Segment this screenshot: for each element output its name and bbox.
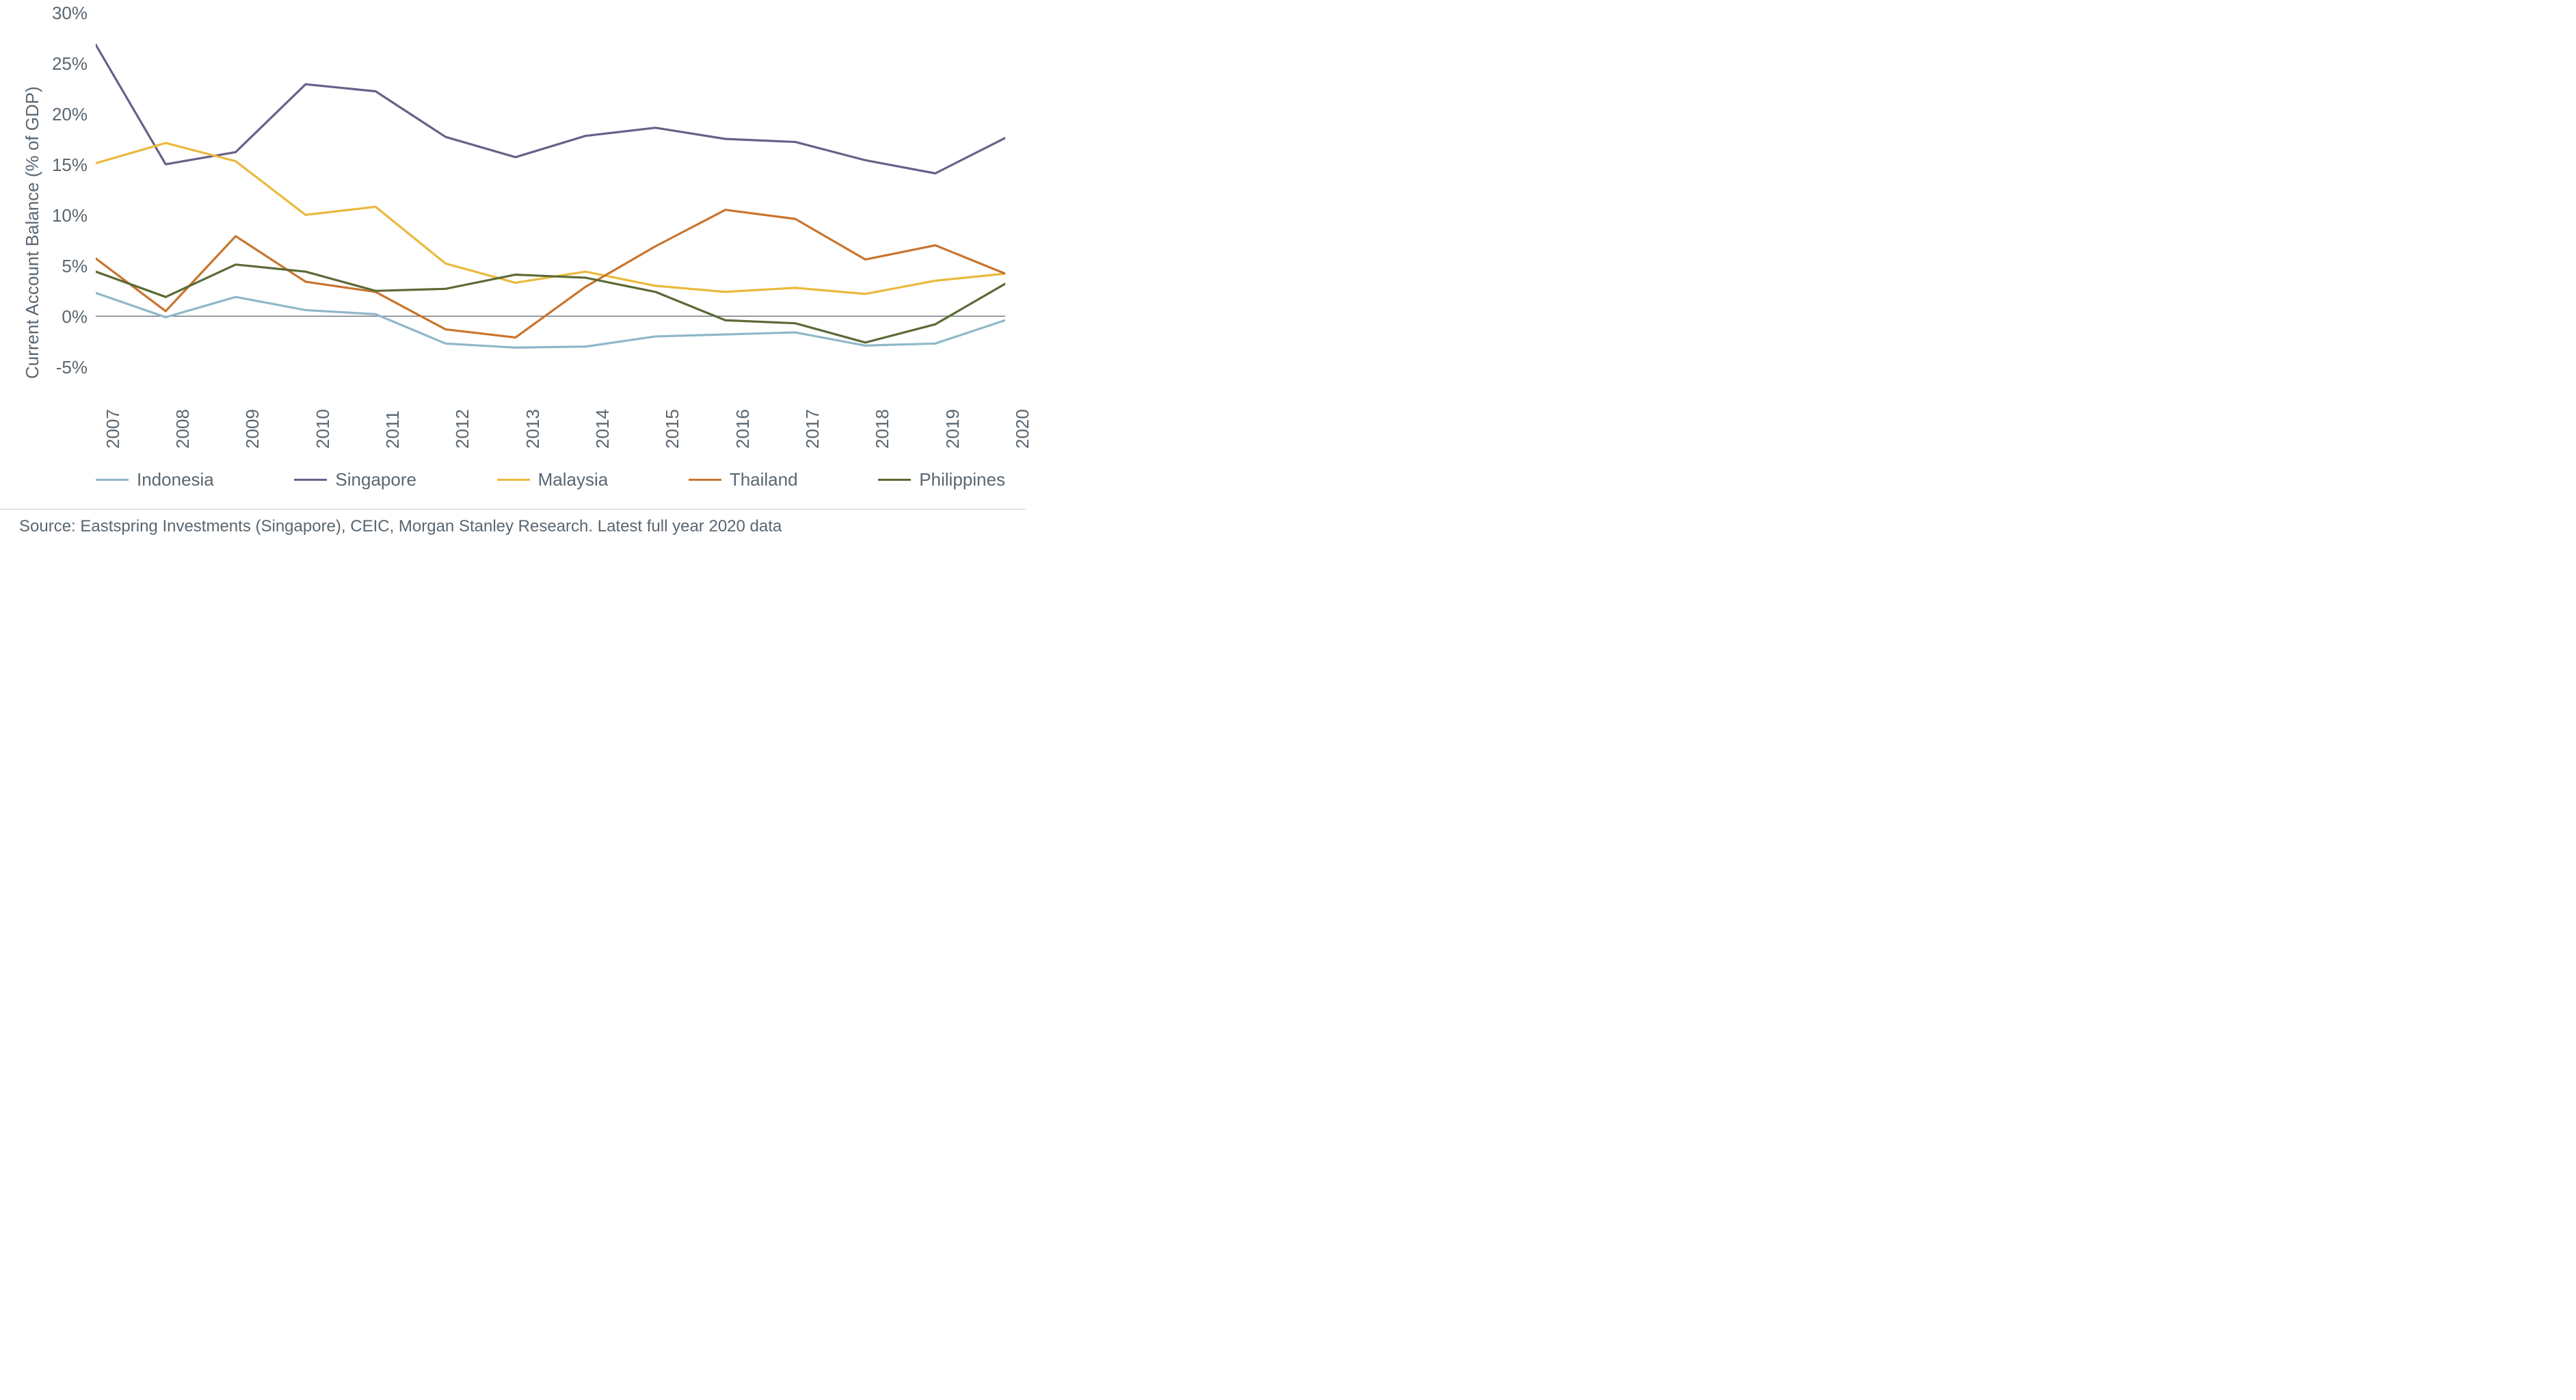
series-line-thailand (96, 210, 1005, 338)
x-tick-label: 2013 (522, 409, 544, 449)
legend-swatch (294, 479, 327, 481)
legend-swatch (689, 479, 721, 481)
x-tick-label: 2019 (942, 409, 964, 449)
series-line-malaysia (96, 143, 1005, 294)
y-tick-label: 30% (26, 3, 88, 24)
y-tick-label: 10% (26, 205, 88, 226)
x-tick-label: 2015 (662, 409, 683, 449)
x-tick-label: 2018 (872, 409, 893, 449)
y-tick-label: -5% (26, 357, 88, 378)
y-tick-label: 15% (26, 155, 88, 176)
y-axis-title: Current Account Balance (% of GDP) (22, 86, 43, 379)
y-tick-label: 5% (26, 256, 88, 277)
legend-item-singapore: Singapore (294, 469, 416, 490)
y-tick-label: 25% (26, 53, 88, 75)
legend-label: Indonesia (137, 469, 214, 490)
legend: Indonesia Singapore Malaysia Thailand Philip… (96, 469, 1005, 490)
series-line-singapore (96, 44, 1005, 173)
x-tick-label: 2017 (802, 409, 823, 449)
legend-item-philippines: Philippines (878, 469, 1005, 490)
source-text: Source: Eastspring Investments (Singapor… (19, 517, 782, 536)
x-tick-label: 2014 (592, 409, 613, 449)
legend-swatch (878, 479, 911, 481)
legend-swatch (96, 479, 129, 481)
x-tick-label: 2009 (242, 409, 263, 449)
x-tick-label: 2007 (103, 409, 124, 449)
legend-swatch (497, 479, 530, 481)
y-tick-label: 0% (26, 306, 88, 328)
legend-item-thailand: Thailand (689, 469, 798, 490)
x-tick-label: 2008 (172, 409, 194, 449)
x-tick-label: 2020 (1012, 409, 1033, 449)
legend-item-indonesia: Indonesia (96, 469, 214, 490)
y-tick-label: 20% (26, 104, 88, 125)
series-line-indonesia (96, 293, 1005, 347)
x-tick-label: 2010 (313, 409, 334, 449)
legend-label: Singapore (335, 469, 416, 490)
legend-label: Philippines (919, 469, 1005, 490)
legend-item-malaysia: Malaysia (497, 469, 609, 490)
chart-container: Current Account Balance (% of GDP) -5% 0%… (0, 0, 1026, 561)
x-tick-label: 2011 (382, 410, 403, 449)
legend-label: Malaysia (538, 469, 609, 490)
plot-area (96, 12, 1005, 387)
x-tick-label: 2016 (732, 409, 754, 449)
legend-label: Thailand (730, 469, 798, 490)
series-line-philippines (96, 265, 1005, 343)
x-tick-label: 2012 (452, 409, 473, 449)
plot-svg (96, 12, 1005, 387)
footer-rule (0, 509, 1026, 510)
